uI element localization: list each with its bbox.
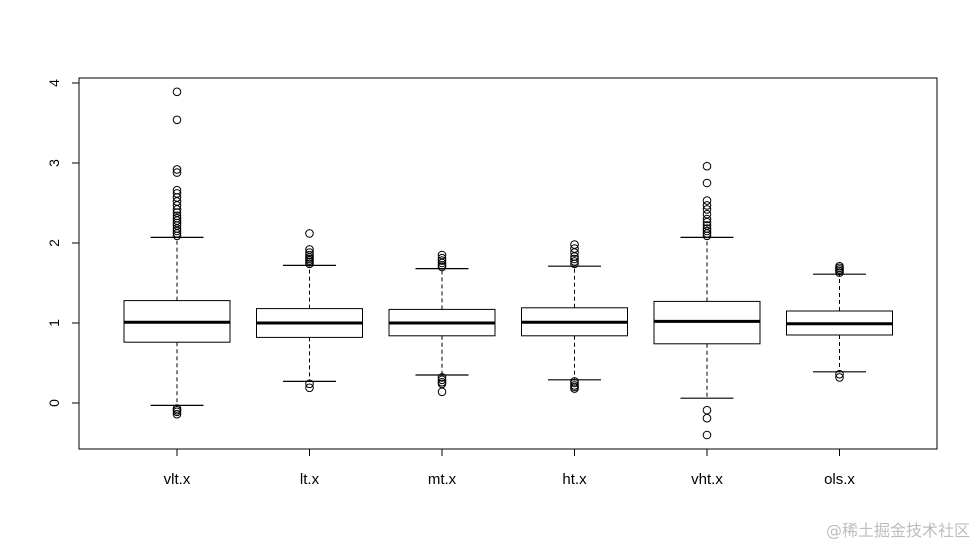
x-tick-label: ht.x [562, 471, 587, 488]
outlier-point [172, 115, 182, 125]
outlier-point [702, 221, 712, 230]
plot-frame [78, 77, 938, 450]
outlier-point [570, 240, 579, 249]
outlier-point [172, 211, 182, 221]
outlier-point [702, 201, 712, 210]
outlier-point [305, 229, 314, 238]
outlier-point [305, 250, 314, 260]
plot-area: 0 1 2 3 4 vlt.x lt.x mt.x ht.x vht.x ols.x [46, 77, 938, 488]
y-tick-label: 3 [46, 159, 62, 167]
outlier-point [570, 378, 579, 388]
outlier-point [702, 196, 712, 205]
outlier-point [702, 413, 712, 423]
x-tick-label: mt.x [428, 471, 457, 488]
outlier-point [570, 254, 579, 264]
outlier-point [437, 253, 447, 263]
outlier-point [835, 373, 844, 382]
outlier-point [437, 375, 447, 385]
outlier-point [172, 189, 182, 198]
outlier-point [305, 379, 314, 389]
outlier-point [570, 257, 579, 266]
watermark: @稀土掘金技术社区 [825, 521, 970, 540]
outlier-point [702, 205, 712, 214]
x-tick-label: lt.x [300, 471, 320, 488]
outlier-point [172, 185, 182, 195]
outlier-point [702, 161, 712, 171]
outlier-point [305, 248, 314, 257]
outlier-point [437, 373, 447, 382]
outlier-point [570, 384, 579, 393]
outlier-point [702, 209, 712, 219]
outlier-point [172, 165, 182, 174]
outlier-point [702, 178, 712, 188]
outlier-point [835, 261, 844, 271]
outlier-point [305, 383, 314, 393]
x-tick-label: vht.x [691, 471, 723, 488]
outlier-point [305, 245, 314, 254]
y-tick-label: 2 [46, 239, 62, 247]
outlier-point [702, 405, 712, 415]
outlier-point [172, 409, 182, 419]
y-tick-label: 1 [46, 319, 62, 327]
outlier-point [437, 387, 447, 397]
x-tick-label: ols.x [824, 471, 855, 488]
outlier-point [172, 213, 182, 223]
outlier-point [702, 224, 712, 233]
outlier-point [702, 226, 712, 236]
outlier-point [835, 369, 844, 379]
x-tick-label: vlt.x [164, 471, 191, 488]
outlier-point [570, 244, 579, 253]
outlier-point [702, 430, 712, 440]
outlier-point [172, 168, 182, 177]
outlier-point [702, 214, 712, 224]
outlier-point [172, 87, 182, 97]
outlier-point [437, 256, 447, 265]
outlier-point [172, 407, 182, 417]
y-tick-label: 4 [46, 79, 62, 87]
outlier-point [437, 250, 447, 260]
y-tick-label: 0 [46, 399, 62, 407]
